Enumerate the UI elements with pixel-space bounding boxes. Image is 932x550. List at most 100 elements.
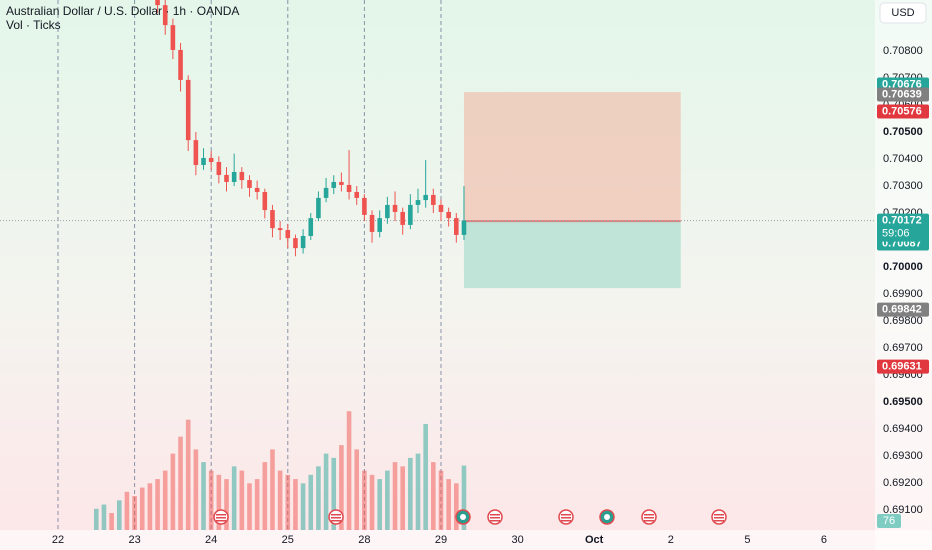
volume-bar [293, 479, 298, 530]
volume-bar [178, 436, 183, 530]
plot-area [0, 0, 875, 530]
volume-bar [101, 504, 107, 530]
volume-label: 76 [883, 515, 895, 527]
x-tick-label: 24 [205, 534, 217, 546]
volume-bar [323, 453, 329, 530]
price-label: 0.70639 [882, 88, 922, 100]
chart-title: Australian Dollar / U.S. Dollar · 1h · O… [6, 4, 239, 18]
price-label-bg [877, 302, 929, 317]
volume-bar [308, 474, 314, 530]
x-tick-label: 28 [358, 534, 370, 546]
candle-body [262, 191, 268, 211]
event-icon[interactable] [487, 509, 503, 525]
candle-body [385, 204, 390, 219]
x-tick-label: 5 [744, 534, 750, 546]
candle-body [354, 191, 360, 198]
candle-body [415, 200, 421, 205]
y-tick-label: 0.69100 [883, 504, 923, 516]
y-tick-label: 0.69200 [883, 477, 923, 489]
target-zone [463, 221, 681, 289]
axes: 22232425282930Oct2560.708000.707000.7060… [52, 45, 929, 546]
event-icons [213, 509, 727, 525]
volume-bar [109, 513, 114, 530]
volume-bar [147, 483, 153, 530]
volume-bar [224, 479, 229, 530]
volume-bar [277, 470, 283, 530]
price-label: 0.69631 [882, 361, 922, 373]
y-tick-label: 0.69500 [883, 396, 923, 408]
volume-bar [369, 474, 375, 530]
candle-body [285, 230, 291, 239]
candle-body [193, 140, 199, 165]
candle-body [293, 238, 298, 249]
stop-zone [463, 92, 681, 222]
volume-bar [362, 470, 367, 530]
candle-body [446, 211, 451, 219]
x-tick-label: 25 [282, 534, 294, 546]
volume-bar [247, 483, 252, 530]
x-tick-label: 29 [435, 534, 447, 546]
candle-body [216, 161, 222, 175]
candle-body [400, 211, 405, 225]
price-label: 0.70676 [882, 78, 922, 90]
volume-bar [285, 474, 291, 530]
candle-body [408, 204, 413, 225]
candle-body [369, 214, 375, 232]
x-tick-label: Oct [585, 534, 604, 546]
volume-bar [139, 487, 145, 530]
volume-bar [162, 470, 168, 530]
candle-body [239, 171, 245, 181]
volume-bar [216, 474, 222, 530]
volume-bar [93, 508, 99, 530]
last-price-label: 0.70172 [882, 214, 922, 226]
volume-bar [239, 470, 245, 530]
currency-button[interactable] [879, 2, 927, 24]
event-icon[interactable] [558, 509, 574, 525]
volume-label-bg [877, 514, 901, 528]
candle-body [201, 157, 206, 165]
volume-bar [193, 449, 199, 530]
candle-body [155, 0, 160, 6]
candle-body [224, 174, 229, 182]
volume-bar [385, 470, 390, 530]
candle-body [162, 5, 168, 26]
volume-bar [339, 445, 344, 530]
volume-bar [270, 449, 275, 530]
candle-body [331, 181, 337, 188]
y-tick-label: 0.69300 [883, 450, 923, 462]
event-icon[interactable] [599, 509, 615, 525]
candle-body [231, 171, 237, 182]
volume-bar [423, 423, 428, 530]
currency-label: USD [891, 7, 914, 19]
volume-bar [415, 453, 421, 530]
y-tick-label: 0.69900 [883, 288, 923, 300]
x-tick-label: 30 [511, 534, 523, 546]
event-icon[interactable] [455, 509, 471, 525]
event-icon[interactable] [641, 509, 657, 525]
x-tick-label: 22 [52, 534, 64, 546]
last-price-bg [877, 213, 929, 242]
event-icon[interactable] [711, 509, 727, 525]
x-tick-label: 6 [821, 534, 827, 546]
event-icon[interactable] [328, 509, 344, 525]
volume-bar [331, 457, 337, 530]
candle-body [323, 187, 329, 198]
volume-bar [377, 479, 383, 530]
candle-body [346, 184, 352, 192]
candle-body [316, 197, 321, 219]
candle-body [270, 210, 275, 229]
candle-body [339, 181, 344, 185]
x-tick-label: 23 [128, 534, 140, 546]
y-tick-label: 0.70000 [883, 261, 923, 273]
y-tick-label: 0.70300 [883, 180, 923, 192]
volume-bar [132, 496, 137, 530]
volume-bar [400, 466, 405, 530]
volume-bar [185, 419, 191, 530]
event-icon[interactable] [213, 509, 229, 525]
volume-bar [300, 483, 306, 530]
price-label-bg [877, 87, 929, 102]
y-tick-label: 0.69400 [883, 423, 923, 435]
volume-bar [316, 466, 321, 530]
countdown: 59:06 [882, 227, 910, 239]
